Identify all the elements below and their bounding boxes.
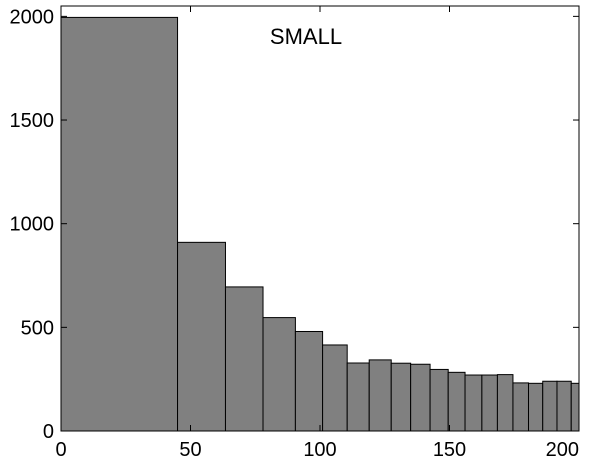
x-tick-label: 150 [433,439,466,461]
histogram-bar [570,382,580,432]
x-tick-label: 50 [179,439,201,461]
histogram-bar [429,368,449,432]
histogram-bar [346,362,370,432]
y-tick-label: 500 [21,317,54,339]
y-tick-label: 0 [43,421,54,443]
histogram-bar [447,371,466,432]
y-tick-label: 1500 [10,110,55,132]
histogram-bar [556,380,572,432]
chart-title: SMALL [270,24,342,49]
histogram-bar [527,382,544,432]
bars-group [60,16,580,432]
histogram-bar [481,374,498,432]
histogram-bar [410,363,431,432]
histogram-bar [322,344,348,432]
histogram-bar [496,374,514,432]
histogram-bar [60,16,179,432]
y-tick-label: 1000 [10,214,55,236]
histogram-bar [542,380,558,432]
x-tick-label: 200 [546,439,579,461]
histogram-bar [177,241,226,432]
histogram-bar [390,362,412,432]
histogram-bar [294,330,324,432]
histogram-bar [512,382,529,432]
histogram-bar [368,359,392,432]
x-tick-label: 0 [55,439,66,461]
histogram-bar [262,317,296,432]
x-tick-label: 100 [303,439,336,461]
histogram-bar [224,286,264,432]
y-tick-label: 2000 [10,6,55,28]
histogram-bar [464,374,483,432]
